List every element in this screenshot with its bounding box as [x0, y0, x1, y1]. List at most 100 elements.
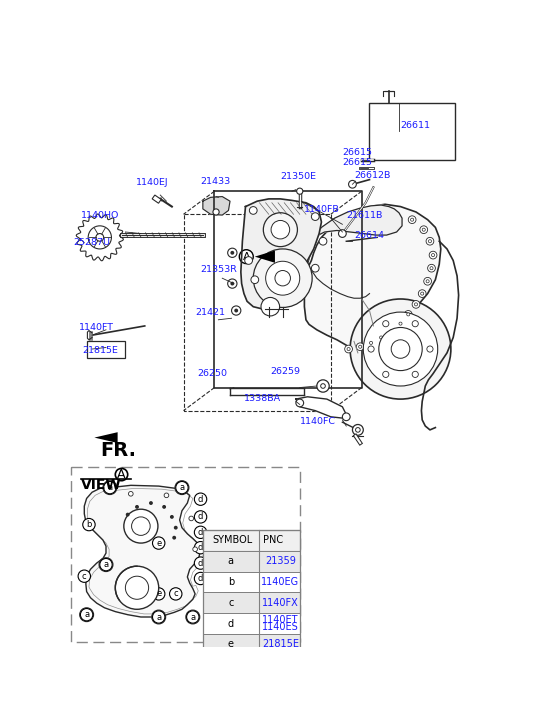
- Bar: [203, 571, 300, 593]
- Circle shape: [419, 290, 426, 297]
- Circle shape: [412, 321, 419, 326]
- Polygon shape: [203, 196, 230, 215]
- Circle shape: [261, 297, 280, 316]
- Polygon shape: [255, 251, 275, 262]
- Polygon shape: [84, 486, 201, 617]
- Bar: [71, 467, 300, 643]
- Text: 1140HO: 1140HO: [81, 211, 119, 220]
- Circle shape: [213, 209, 219, 215]
- Bar: [203, 551, 300, 571]
- Circle shape: [88, 226, 111, 249]
- Circle shape: [429, 252, 437, 259]
- Text: A: A: [117, 468, 126, 481]
- Circle shape: [228, 248, 237, 257]
- Circle shape: [170, 515, 174, 519]
- Circle shape: [189, 516, 194, 521]
- Text: 26250: 26250: [197, 369, 228, 378]
- Circle shape: [427, 346, 433, 352]
- Circle shape: [104, 481, 116, 494]
- Bar: [203, 530, 300, 655]
- Bar: [203, 593, 300, 613]
- Circle shape: [431, 254, 435, 257]
- Bar: [152, 195, 161, 204]
- Text: 26612B: 26612B: [354, 171, 391, 180]
- Circle shape: [124, 509, 158, 543]
- Circle shape: [176, 481, 188, 494]
- Circle shape: [164, 493, 169, 498]
- Text: 26615: 26615: [342, 158, 372, 166]
- Circle shape: [172, 536, 176, 539]
- Polygon shape: [76, 214, 123, 261]
- Circle shape: [263, 213, 298, 246]
- Circle shape: [187, 611, 199, 623]
- Text: a: a: [84, 610, 89, 619]
- Circle shape: [368, 346, 374, 352]
- Circle shape: [250, 206, 257, 214]
- Polygon shape: [296, 397, 346, 418]
- Circle shape: [175, 481, 189, 494]
- Circle shape: [96, 233, 104, 241]
- Circle shape: [194, 572, 207, 585]
- Circle shape: [312, 213, 319, 220]
- Text: 1140FB: 1140FB: [303, 205, 339, 214]
- Bar: [203, 613, 300, 634]
- Text: 25287U: 25287U: [74, 238, 110, 247]
- Text: 21611B: 21611B: [346, 211, 383, 220]
- Text: a: a: [228, 556, 234, 566]
- Circle shape: [312, 265, 319, 272]
- Circle shape: [422, 228, 426, 231]
- Text: c: c: [173, 590, 178, 598]
- Circle shape: [405, 310, 412, 318]
- Circle shape: [103, 481, 117, 494]
- Circle shape: [125, 577, 148, 599]
- Circle shape: [428, 240, 431, 243]
- Text: 1140EJ: 1140EJ: [136, 178, 168, 188]
- Circle shape: [352, 425, 363, 435]
- Circle shape: [194, 511, 207, 523]
- Circle shape: [224, 576, 237, 588]
- Polygon shape: [87, 331, 92, 340]
- Circle shape: [78, 570, 90, 582]
- Circle shape: [356, 343, 364, 350]
- Circle shape: [414, 303, 417, 306]
- Circle shape: [99, 558, 113, 571]
- Circle shape: [383, 371, 389, 377]
- Text: e: e: [228, 639, 234, 649]
- Text: a: a: [190, 613, 195, 622]
- Circle shape: [228, 279, 237, 288]
- Text: d: d: [198, 574, 203, 583]
- Text: b: b: [228, 577, 234, 587]
- Circle shape: [253, 249, 312, 308]
- Text: b: b: [86, 520, 91, 529]
- Circle shape: [379, 327, 422, 371]
- Text: d: d: [198, 543, 203, 553]
- Text: a: a: [179, 483, 185, 492]
- Polygon shape: [305, 204, 441, 385]
- Circle shape: [399, 322, 402, 325]
- Text: d: d: [198, 494, 203, 504]
- Circle shape: [426, 280, 429, 283]
- Text: e: e: [156, 539, 161, 547]
- Text: 26615: 26615: [342, 148, 372, 156]
- Circle shape: [349, 180, 356, 188]
- Circle shape: [424, 278, 431, 285]
- Circle shape: [224, 555, 237, 567]
- Circle shape: [224, 597, 237, 609]
- Circle shape: [319, 238, 327, 245]
- Circle shape: [347, 348, 350, 350]
- Circle shape: [266, 261, 300, 295]
- Text: SYMBOL: SYMBOL: [212, 535, 252, 545]
- Circle shape: [152, 537, 165, 549]
- Circle shape: [350, 299, 451, 399]
- Circle shape: [430, 267, 433, 270]
- Circle shape: [407, 313, 410, 316]
- Text: 21350E: 21350E: [280, 172, 316, 181]
- Circle shape: [390, 330, 393, 333]
- Text: VIEW: VIEW: [81, 478, 122, 492]
- Text: 21815E: 21815E: [262, 639, 299, 649]
- Circle shape: [230, 251, 234, 254]
- Circle shape: [420, 226, 428, 233]
- Circle shape: [194, 542, 207, 554]
- Text: d: d: [198, 513, 203, 521]
- Text: a: a: [156, 613, 161, 622]
